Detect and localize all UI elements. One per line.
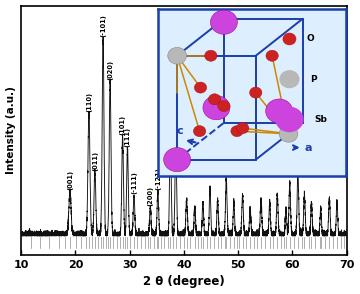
Text: (020): (020) <box>107 60 113 80</box>
Circle shape <box>279 126 298 142</box>
Circle shape <box>266 50 278 61</box>
Text: (200): (200) <box>147 186 153 206</box>
Circle shape <box>194 82 207 93</box>
Text: a: a <box>305 143 312 153</box>
Text: (-111): (-111) <box>131 171 137 194</box>
Text: (111): (111) <box>125 127 130 147</box>
Text: (-121): (-121) <box>155 167 161 190</box>
Circle shape <box>203 96 230 120</box>
Circle shape <box>249 87 262 98</box>
Text: Sb: Sb <box>314 115 327 124</box>
Circle shape <box>237 123 249 134</box>
X-axis label: 2 θ (degree): 2 θ (degree) <box>143 275 225 288</box>
Text: (-101): (-101) <box>100 14 106 37</box>
Y-axis label: Intensity (a.u.): Intensity (a.u.) <box>5 86 15 174</box>
Text: (121): (121) <box>173 115 179 135</box>
Text: O: O <box>307 34 315 44</box>
Circle shape <box>276 107 303 131</box>
Text: (011): (011) <box>92 151 98 171</box>
Text: (110): (110) <box>86 91 92 112</box>
Text: (001): (001) <box>67 170 73 190</box>
Circle shape <box>231 126 243 137</box>
Text: (210): (210) <box>167 105 174 125</box>
Circle shape <box>204 50 217 61</box>
Circle shape <box>218 101 230 111</box>
Circle shape <box>211 10 237 34</box>
Text: b: b <box>0 293 1 294</box>
Text: (101): (101) <box>120 115 126 135</box>
Circle shape <box>266 99 293 123</box>
Text: c: c <box>176 126 183 136</box>
Circle shape <box>283 34 296 44</box>
Text: P: P <box>310 75 317 84</box>
Circle shape <box>168 47 186 64</box>
Circle shape <box>280 71 299 88</box>
Circle shape <box>164 148 190 172</box>
Circle shape <box>193 126 206 137</box>
Circle shape <box>208 94 221 105</box>
